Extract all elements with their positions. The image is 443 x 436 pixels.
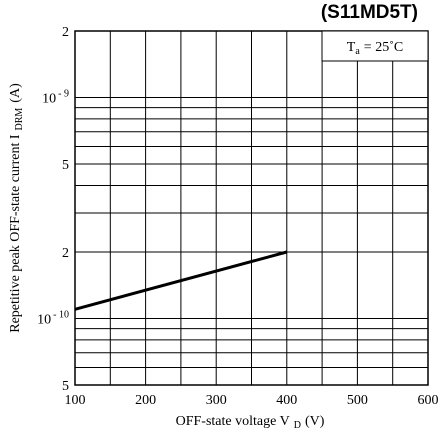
series-line: [74, 250, 288, 311]
x-tick-label: 200: [135, 393, 156, 408]
y-axis-label: Repetitive peak OFF-state current IDRM(A…: [8, 83, 25, 333]
x-tick-label: 100: [65, 393, 86, 408]
x-tick-label: 400: [276, 393, 297, 408]
series-group: [74, 250, 288, 311]
x-tick-label: 600: [418, 393, 439, 408]
y-tick-label: 10- 9: [42, 89, 69, 107]
y-tick-label: 5: [62, 379, 69, 394]
x-tick-labels: 100 200 300 400 500 600: [65, 393, 439, 408]
y-tick-labels: 5 10- 10 2 5 10- 9 2: [37, 25, 69, 394]
plot-frame: [74, 30, 429, 386]
x-axis-label: OFF-state voltage V D (V): [176, 414, 325, 431]
x-tick-label: 500: [347, 393, 368, 408]
y-tick-label: 2: [62, 246, 69, 261]
chart-title: (S11MD5T): [321, 2, 418, 23]
y-tick-label: 5: [62, 158, 69, 173]
ambient-temp-annotation: Ta = 25˚C: [347, 40, 403, 57]
x-tick-label: 300: [206, 393, 227, 408]
grid: [75, 31, 428, 385]
legend-box: Ta = 25˚C: [321, 30, 429, 62]
y-tick-label: 10- 10: [37, 309, 69, 327]
y-tick-label: 2: [62, 25, 69, 40]
